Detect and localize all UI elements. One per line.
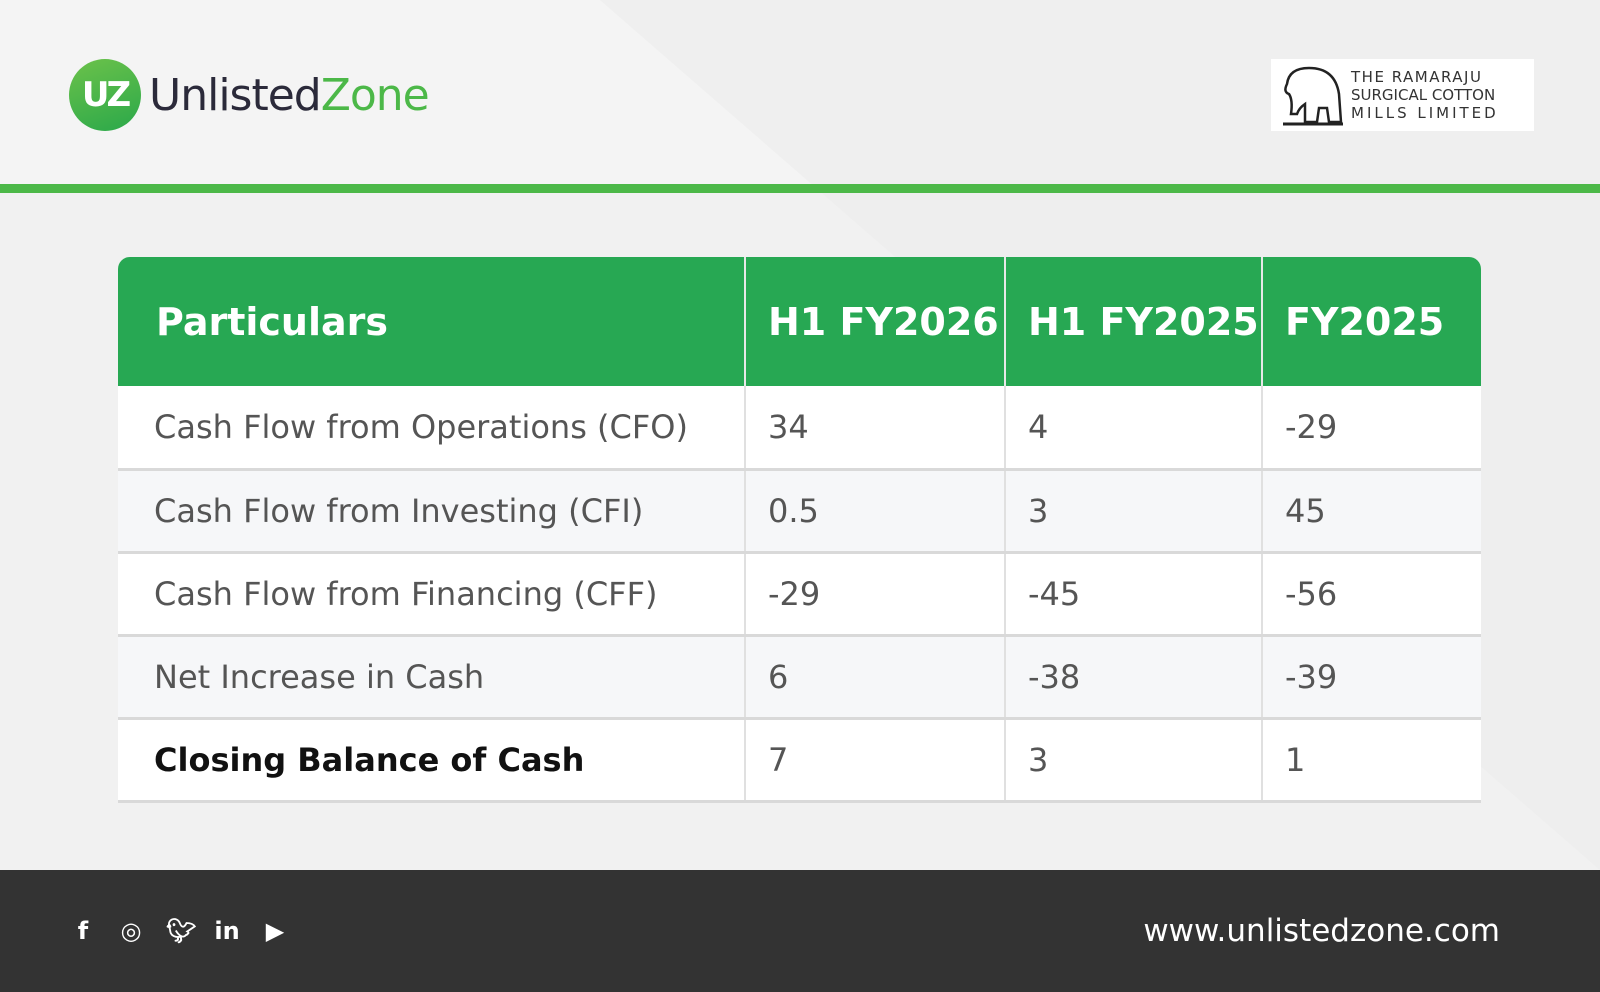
table-row: Net Increase in Cash 6 -38 -39 [118,635,1481,720]
row-label: Net Increase in Cash [118,635,746,720]
unlistedzone-logo: UZ UnlistedZone [69,59,430,131]
cell-value: 4 [1005,386,1263,471]
cell-value: -56 [1262,552,1481,637]
table-row: Cash Flow from Financing (CFF) -29 -45 -56 [118,552,1481,637]
header-particulars: Particulars [118,257,746,386]
footer: f ◎ 🐦︎ in ▶ www.unlistedzone.com [0,870,1600,992]
cell-value: 1 [1262,718,1481,803]
cell-value: 6 [745,635,1006,720]
brand-name: Unlisted [149,69,322,121]
row-label: Cash Flow from Operations (CFO) [118,386,746,471]
instagram-icon[interactable]: ◎ [120,917,142,945]
cell-value: 3 [1005,718,1263,803]
cell-value: -39 [1262,635,1481,720]
row-label: Cash Flow from Investing (CFI) [118,469,746,554]
table-row: Cash Flow from Operations (CFO) 34 4 -29 [118,386,1481,471]
cell-value: -29 [745,552,1006,637]
youtube-icon[interactable]: ▶ [265,917,285,945]
linkedin-icon[interactable]: in [214,917,240,945]
header-h1fy2025: H1 FY2025 [1005,257,1263,386]
cell-value: 7 [745,718,1006,803]
cell-value: 34 [745,386,1006,471]
cell-value: 3 [1005,469,1263,554]
social-links: f ◎ 🐦︎ in ▶ [70,917,288,945]
brand-name-accent: Zone [320,69,430,121]
row-label: Closing Balance of Cash [118,718,746,803]
cell-value: 45 [1262,469,1481,554]
cell-value: -38 [1005,635,1263,720]
row-label: Cash Flow from Financing (CFF) [118,552,746,637]
elephant-icon [1283,66,1343,126]
client-logo: THE RAMARAJU SURGICAL COTTON MILLS LIMITED [1271,59,1534,131]
cell-value: 0.5 [745,469,1006,554]
facebook-icon[interactable]: f [77,917,89,945]
cell-value: -45 [1005,552,1263,637]
uz-badge-icon: UZ [69,59,141,131]
cash-flow-table: Particulars H1 FY2026 H1 FY2025 FY2025 C… [118,257,1481,803]
header-fy2025: FY2025 [1262,257,1481,386]
table-row: Closing Balance of Cash 7 3 1 [118,718,1481,803]
website-link[interactable]: www.unlistedzone.com [1143,913,1500,949]
header-h1fy2026: H1 FY2026 [745,257,1006,386]
twitter-icon[interactable]: 🐦︎ [166,917,197,945]
table-row: Cash Flow from Investing (CFI) 0.5 3 45 [118,469,1481,554]
cell-value: -29 [1262,386,1481,471]
divider-line [0,184,1600,193]
